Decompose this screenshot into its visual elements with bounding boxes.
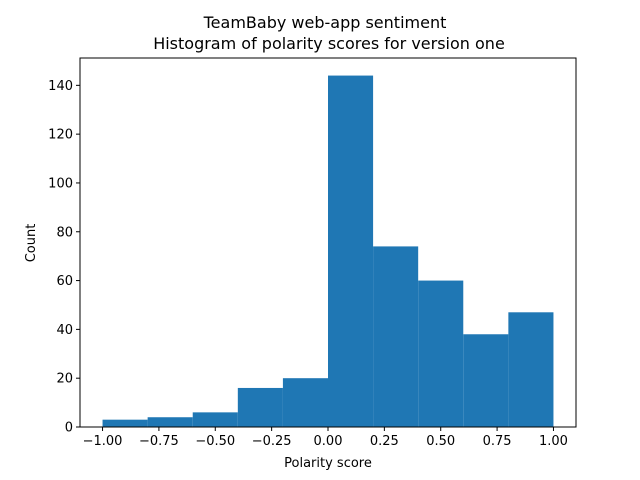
y-tick-label: 60 [56,274,73,289]
histogram-bar [147,417,193,427]
x-tick-label: −0.50 [195,434,235,449]
histogram-bar [237,387,283,427]
y-axis-ticks: 0 20 40 60 80 100 120 140 [48,79,80,436]
x-tick-label: −1.00 [83,434,123,449]
y-tick-label: 140 [48,79,73,94]
y-tick-label: 0 [65,421,73,436]
chart-subtitle: Histogram of polarity scores for version… [153,34,505,53]
histogram-bar [192,412,238,427]
y-tick-label: 20 [56,372,73,387]
y-tick-label: 100 [48,176,73,191]
x-tick-label: 0.50 [426,434,455,449]
x-axis-ticks: −1.00 −0.75 −0.50 −0.25 0.00 0.25 0.50 0.75 1.00 [83,427,568,449]
histogram-bar [463,334,509,427]
histogram-bar [102,419,148,427]
y-axis-label: Count [24,224,39,263]
x-tick-label: 0.75 [483,434,512,449]
x-tick-label: −0.75 [139,434,179,449]
x-tick-label: 1.00 [539,434,568,449]
x-tick-label: 0.00 [314,434,343,449]
bars-group [102,75,554,428]
histogram-bar [328,75,374,428]
histogram-bar [282,378,328,427]
plot-frame [79,57,577,428]
histogram-bar [373,246,419,427]
y-tick-label: 40 [56,323,73,338]
y-tick-label: 120 [48,128,73,143]
histogram-bar [508,312,554,427]
x-tick-label: 0.25 [370,434,399,449]
y-tick-label: 80 [56,225,73,240]
chart-title: TeamBaby web-app sentiment [203,13,447,32]
x-tick-label: −0.25 [252,434,292,449]
x-axis-label: Polarity score [284,456,372,471]
histogram-bar [418,280,464,427]
